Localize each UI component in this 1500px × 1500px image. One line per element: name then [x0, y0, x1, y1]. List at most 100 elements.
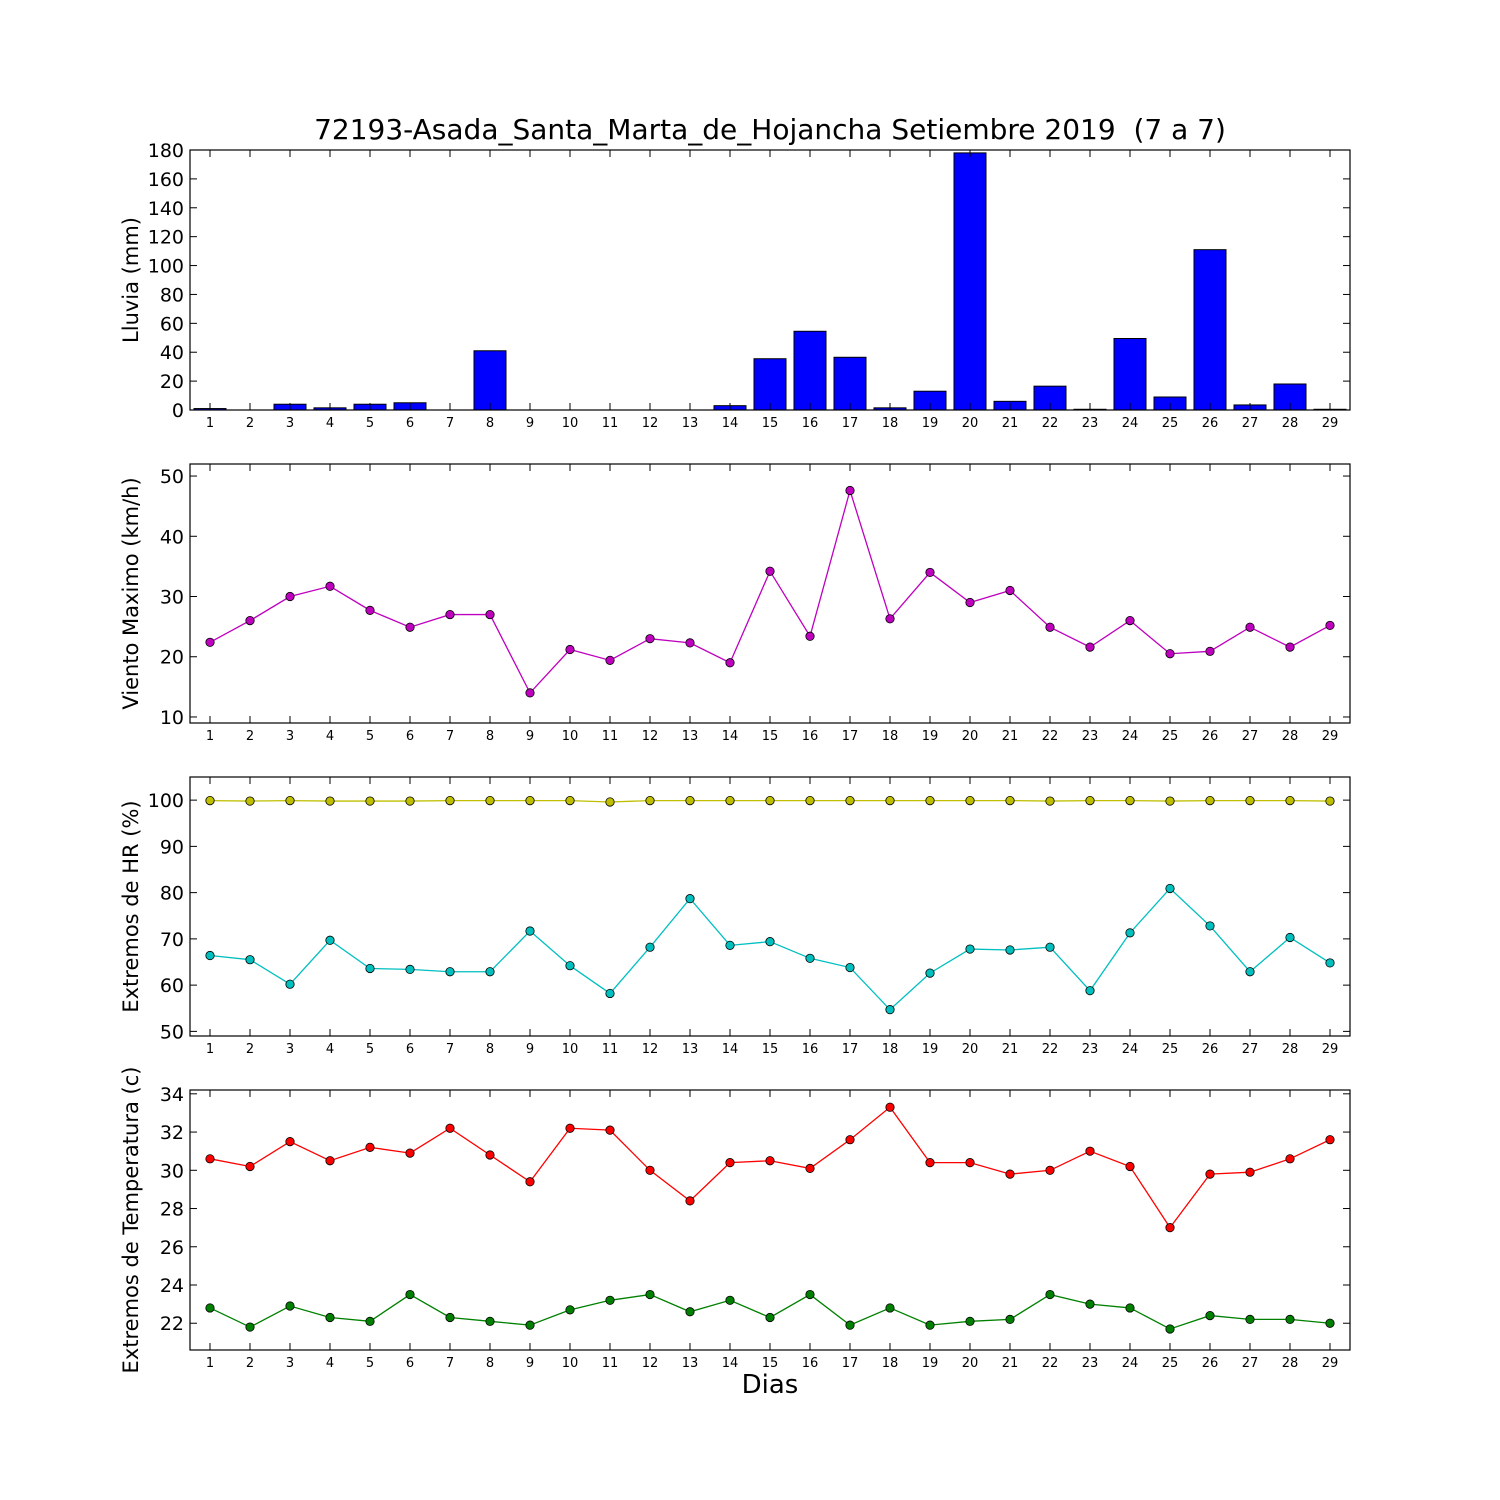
data-point [525, 1320, 535, 1330]
x-tick-label: 6 [406, 416, 414, 431]
data-point [365, 1316, 375, 1326]
data-point [205, 1154, 215, 1164]
data-point [485, 967, 495, 977]
data-point [805, 953, 815, 963]
data-point [1165, 1324, 1175, 1334]
y-tick-label: 26 [160, 1237, 184, 1259]
x-tick-label: 15 [762, 729, 779, 744]
x-tick-label: 26 [1202, 1042, 1219, 1057]
data-point [565, 1123, 575, 1133]
data-point [1325, 796, 1335, 806]
x-tick-label: 13 [682, 1042, 699, 1057]
x-tick-label: 4 [326, 1356, 334, 1371]
x-tick-label: 14 [722, 1042, 739, 1057]
x-tick-label: 25 [1162, 416, 1179, 431]
data-point [1005, 795, 1015, 806]
x-tick-label: 14 [722, 1356, 739, 1371]
x-tick-label: 24 [1122, 1042, 1139, 1057]
y-tick-label: 28 [160, 1199, 184, 1221]
chart-title: 72193-Asada_Santa_Marta_de_Hojancha Seti… [314, 113, 1226, 146]
x-tick-label: 9 [526, 1356, 534, 1371]
x-tick-label: 7 [446, 729, 454, 744]
y-tick-label: 20 [160, 371, 184, 393]
data-point [725, 658, 735, 668]
x-tick-label: 24 [1122, 1356, 1139, 1371]
x-tick-label: 27 [1242, 729, 1259, 744]
y-tick-label: 160 [148, 169, 184, 191]
x-tick-label: 1 [206, 1042, 214, 1057]
y-tick-label: 100 [148, 256, 184, 278]
x-tick-label: 23 [1082, 1042, 1099, 1057]
y-tick-label: 70 [160, 929, 184, 951]
data-point [565, 961, 575, 971]
x-tick-label: 16 [802, 729, 819, 744]
y-tick-label: 140 [148, 198, 184, 220]
y-tick-label: 20 [160, 647, 184, 669]
data-point [805, 795, 815, 806]
x-tick-label: 1 [206, 416, 214, 431]
y-tick-label: 10 [160, 707, 184, 729]
data-point [445, 967, 455, 977]
x-tick-label: 5 [366, 729, 374, 744]
y-tick-label: 50 [160, 1021, 184, 1043]
x-tick-label: 10 [562, 1042, 579, 1057]
data-point [845, 795, 855, 806]
x-tick-label: 20 [962, 729, 979, 744]
data-point [1285, 1154, 1295, 1164]
x-tick-label: 5 [366, 416, 374, 431]
series-line-2 [209, 887, 1331, 1011]
bar-day-8 [473, 350, 507, 411]
y-tick-label: 60 [160, 975, 184, 997]
data-point [1005, 585, 1015, 596]
bar-day-26 [1193, 249, 1227, 411]
x-tick-label: 12 [642, 729, 659, 744]
data-point [965, 1158, 975, 1168]
data-point [525, 1177, 535, 1187]
data-point [525, 926, 535, 936]
x-tick-label: 12 [642, 1356, 659, 1371]
data-point [285, 1301, 295, 1311]
series-line-1 [209, 1106, 1331, 1229]
data-point [1285, 932, 1295, 943]
data-point [1285, 795, 1295, 806]
x-tick-label: 11 [602, 1042, 619, 1057]
data-point [245, 796, 255, 806]
data-point [485, 795, 495, 806]
data-point [285, 1137, 295, 1147]
data-point [365, 1142, 375, 1152]
y-tick-label: 50 [160, 466, 184, 488]
data-point [245, 955, 255, 965]
x-tick-label: 27 [1242, 1356, 1259, 1371]
x-tick-label: 23 [1082, 729, 1099, 744]
data-point [685, 1307, 695, 1317]
data-point [805, 1163, 815, 1173]
data-point [845, 485, 855, 496]
data-point [685, 894, 695, 904]
x-tick-label: 11 [602, 729, 619, 744]
data-point [765, 1312, 775, 1323]
x-tick-label: 19 [922, 1042, 939, 1057]
x-tick-label: 29 [1322, 1042, 1339, 1057]
data-point [205, 1303, 215, 1313]
data-point [525, 795, 535, 806]
data-point [1165, 1223, 1175, 1233]
data-point [805, 1289, 815, 1300]
y-tick-label: 0 [172, 400, 184, 422]
data-point [965, 597, 975, 608]
x-tick-label: 12 [642, 1042, 659, 1057]
data-point [1005, 1169, 1015, 1179]
data-point [1125, 616, 1135, 626]
data-point [325, 581, 335, 591]
data-point [685, 638, 695, 648]
data-point [1085, 986, 1095, 996]
y-axis-label: Extremos de Temperatura (c) [119, 1067, 143, 1374]
data-point [1205, 1169, 1215, 1179]
y-tick-label: 120 [148, 227, 184, 249]
x-tick-label: 19 [922, 1356, 939, 1371]
x-tick-label: 9 [526, 416, 534, 431]
x-tick-label: 18 [882, 729, 899, 744]
data-point [725, 1295, 735, 1305]
